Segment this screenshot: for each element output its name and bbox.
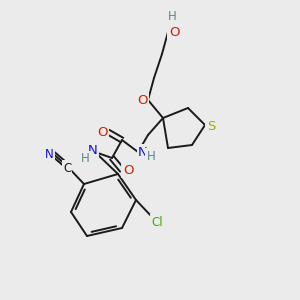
Text: H: H bbox=[81, 152, 89, 166]
Text: S: S bbox=[207, 119, 215, 133]
Text: H: H bbox=[147, 149, 155, 163]
Text: H: H bbox=[168, 11, 176, 23]
Text: N: N bbox=[138, 146, 148, 158]
Text: C: C bbox=[63, 161, 71, 175]
Text: Cl: Cl bbox=[151, 215, 163, 229]
Text: O: O bbox=[97, 125, 107, 139]
Text: O: O bbox=[137, 94, 147, 107]
Text: O: O bbox=[169, 26, 179, 38]
Text: O: O bbox=[123, 164, 133, 176]
Text: N: N bbox=[45, 148, 53, 161]
Text: N: N bbox=[88, 145, 98, 158]
